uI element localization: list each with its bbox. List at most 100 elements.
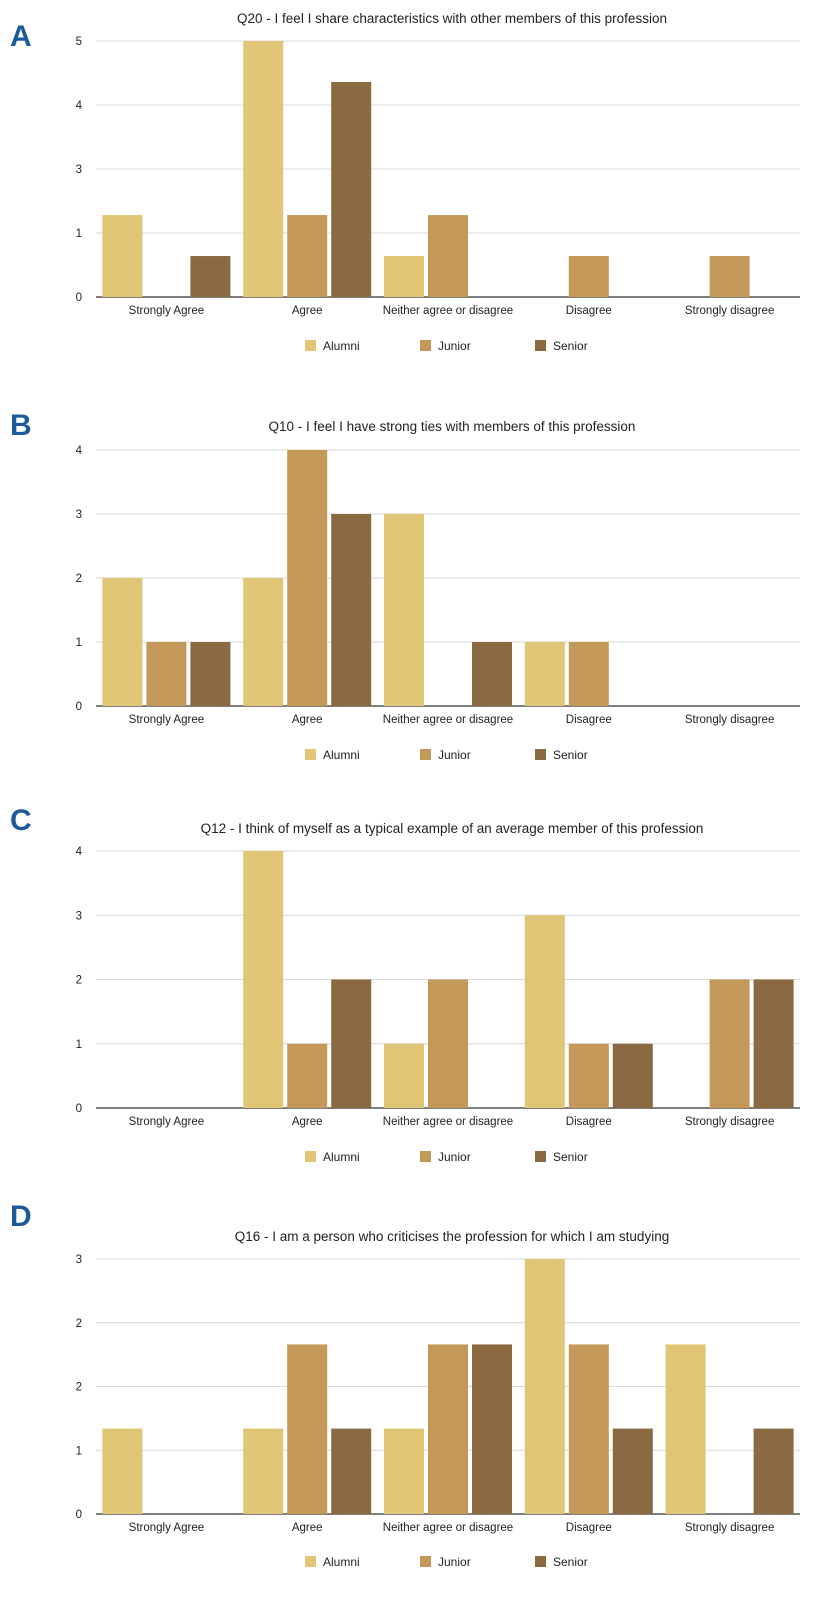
category-label: Agree (292, 714, 323, 726)
panel-letter: A (10, 20, 32, 53)
category-label: Strongly disagree (685, 305, 775, 317)
bar-senior (753, 1428, 794, 1514)
category-label: Neither agree or disagree (383, 1116, 513, 1128)
bar-alumni (665, 1344, 706, 1514)
bar-senior (612, 1428, 653, 1514)
bar-junior (428, 215, 468, 297)
y-tick-label: 3 (76, 164, 82, 176)
category-label: Disagree (566, 714, 612, 726)
legend-label: Senior (553, 1555, 588, 1569)
y-tick-label: 4 (76, 846, 83, 858)
bar-alumni (384, 256, 424, 297)
legend-label: Senior (553, 748, 588, 762)
legend-swatch-senior (535, 749, 546, 760)
bar-junior (709, 979, 750, 1108)
y-tick-label: 3 (76, 910, 82, 922)
y-tick-label: 1 (76, 1039, 82, 1051)
y-tick-label: 3 (76, 509, 82, 521)
category-label: Neither agree or disagree (383, 305, 513, 317)
category-label: Strongly Agree (129, 1522, 204, 1534)
legend-label: Senior (553, 339, 588, 353)
category-label: Disagree (566, 1522, 612, 1534)
bar-alumni (243, 1428, 284, 1514)
bar-alumni (524, 915, 565, 1108)
chart-title: Q10 - I feel I have strong ties with mem… (269, 419, 636, 434)
bar-junior (287, 450, 328, 706)
y-tick-label: 2 (76, 1382, 82, 1394)
legend-label: Junior (438, 339, 471, 353)
bar-alumni (524, 1259, 565, 1514)
bar-senior (190, 256, 231, 297)
y-tick-label: 4 (76, 445, 83, 457)
bar-junior (146, 642, 187, 706)
legend-swatch-alumni (305, 1151, 316, 1162)
y-tick-label: 1 (76, 228, 82, 240)
bar-alumni (384, 1043, 424, 1108)
bar-alumni (102, 1428, 143, 1514)
bar-junior (287, 215, 328, 297)
bar-junior (709, 256, 750, 297)
y-tick-label: 0 (76, 1103, 82, 1115)
bar-senior (331, 1428, 372, 1514)
category-label: Agree (292, 1522, 323, 1534)
panel-letter: B (10, 409, 32, 442)
legend-label: Alumni (323, 1150, 360, 1164)
legend-label: Alumni (323, 1555, 360, 1569)
bar-junior (568, 256, 609, 297)
category-label: Strongly Agree (129, 1116, 204, 1128)
category-label: Strongly disagree (685, 1116, 775, 1128)
bar-alumni (384, 1428, 424, 1514)
category-label: Neither agree or disagree (383, 714, 513, 726)
bar-senior (331, 81, 372, 298)
bar-alumni (243, 851, 284, 1108)
category-label: Strongly disagree (685, 714, 775, 726)
category-label: Disagree (566, 305, 612, 317)
bar-senior (331, 979, 372, 1108)
legend-swatch-junior (420, 1151, 431, 1162)
legend-swatch-senior (535, 1556, 546, 1567)
bar-senior (612, 1043, 653, 1108)
bar-alumni (243, 578, 284, 706)
y-tick-label: 0 (76, 701, 82, 713)
panel-letter: D (10, 1200, 32, 1233)
category-label: Agree (292, 305, 323, 317)
bar-senior (190, 642, 231, 706)
bar-alumni (524, 642, 565, 706)
y-tick-label: 2 (76, 573, 82, 585)
y-tick-label: 4 (76, 100, 83, 112)
bar-junior (287, 1043, 328, 1108)
chart-title: Q12 - I think of myself as a typical exa… (201, 821, 704, 836)
category-label: Neither agree or disagree (383, 1522, 513, 1534)
bar-junior (568, 1043, 609, 1108)
category-label: Strongly Agree (129, 305, 204, 317)
bar-junior (428, 979, 468, 1108)
y-tick-label: 1 (76, 1445, 82, 1457)
bar-junior (287, 1344, 328, 1514)
chart-title: Q20 - I feel I share characteristics wit… (237, 11, 667, 26)
legend-label: Junior (438, 748, 471, 762)
bar-senior (472, 642, 512, 706)
chart-panel-a: A Q20 - I feel I share characteristics wi… (10, 11, 800, 353)
bar-alumni (384, 514, 424, 706)
bar-alumni (102, 215, 143, 297)
y-tick-label: 2 (76, 1318, 82, 1330)
bar-senior (753, 979, 794, 1108)
bar-senior (331, 514, 372, 706)
legend-swatch-junior (420, 749, 431, 760)
legend-swatch-senior (535, 1151, 546, 1162)
legend-swatch-alumni (305, 1556, 316, 1567)
bar-junior (568, 1344, 609, 1514)
chart-panel-b: B Q10 - I feel I have strong ties with me… (10, 409, 800, 762)
y-tick-label: 1 (76, 637, 82, 649)
legend-label: Junior (438, 1150, 471, 1164)
category-label: Agree (292, 1116, 323, 1128)
legend-swatch-alumni (305, 340, 316, 351)
chart-title: Q16 - I am a person who criticises the p… (235, 1229, 669, 1244)
bar-junior (428, 1344, 468, 1514)
bar-senior (472, 1344, 512, 1514)
y-tick-label: 0 (76, 292, 82, 304)
legend-label: Alumni (323, 748, 360, 762)
y-tick-label: 2 (76, 975, 82, 987)
legend-label: Junior (438, 1555, 471, 1569)
